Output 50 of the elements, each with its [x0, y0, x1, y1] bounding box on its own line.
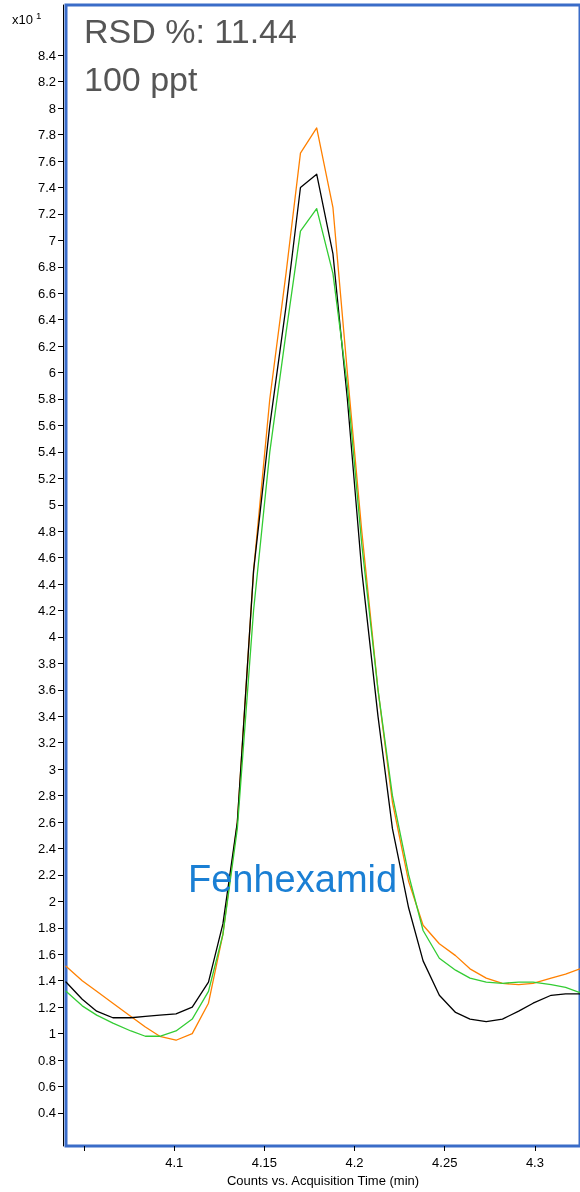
x-axis-title: Counts vs. Acquisition Time (min) [226, 1172, 420, 1188]
y-tick-label: 2.2 [37, 867, 56, 883]
y-tick-label: 3.8 [37, 655, 56, 671]
y-tick-label: 1 [48, 1026, 56, 1042]
y-tick-label: 8.2 [37, 74, 56, 90]
x-tick-label: 4.3 [525, 1155, 544, 1170]
y-tick-label: 1.8 [37, 920, 56, 936]
y-tick-label: 6.6 [37, 285, 56, 301]
y-tick-label: 6 [48, 365, 56, 381]
x-tick-label: 4.2 [345, 1155, 364, 1170]
y-tick-label: 7.6 [37, 153, 56, 169]
y-tick-label: 3 [48, 761, 56, 777]
x-tick-label: 4.25 [432, 1155, 458, 1170]
y-tick-label: 5.6 [37, 417, 56, 433]
y-tick-label: 7.8 [37, 127, 56, 143]
y-tick-label: 2.6 [37, 814, 56, 830]
y-tick-label: 3.2 [37, 735, 56, 751]
y-tick-label: 7 [48, 232, 56, 248]
y-tick-label: 8.4 [37, 47, 56, 63]
y-tick-label: 7.4 [37, 179, 56, 195]
y-tick-label: 1.2 [37, 999, 56, 1015]
y-tick-label: 5 [48, 497, 56, 513]
y-tick-label: 8 [48, 100, 56, 116]
y-tick-label: 6.8 [37, 259, 56, 275]
x-tick-label: 4.1 [165, 1155, 184, 1170]
y-tick-label: 2.4 [37, 841, 56, 857]
y-tick-label: 4.6 [37, 550, 56, 566]
y-tick-label: 6.2 [37, 338, 56, 354]
y-tick-label: 4.2 [37, 603, 56, 619]
y-tick-label: 0.8 [37, 1052, 56, 1068]
y-tick-label: 3.6 [37, 682, 56, 698]
y-tick-label: 1.6 [37, 946, 56, 962]
x-tick-label: 4.15 [251, 1155, 278, 1170]
y-tick-label: 2 [48, 893, 56, 909]
y-tick-label: 4.8 [37, 523, 56, 539]
y-tick-label: 4.4 [37, 576, 56, 592]
y-tick-label: 3.4 [37, 708, 56, 724]
annotation: RSD %: 11.44 [84, 12, 297, 50]
y-tick-label: 5.2 [37, 470, 56, 486]
y-tick-label: 0.4 [37, 1105, 56, 1121]
y-tick-label: 5.4 [37, 444, 56, 460]
y-tick-label: 0.6 [37, 1079, 56, 1094]
y-tick-label: 1.4 [37, 973, 56, 989]
annotation: 100 ppt [84, 60, 198, 98]
y-tick-label: 6.4 [37, 312, 56, 328]
y-tick-label: 7.2 [37, 206, 56, 222]
y-tick-label: 2.8 [37, 788, 56, 804]
y-tick-label: 4 [48, 629, 56, 645]
text: x101 [12, 9, 42, 27]
y-tick-label: 5.8 [37, 391, 56, 407]
